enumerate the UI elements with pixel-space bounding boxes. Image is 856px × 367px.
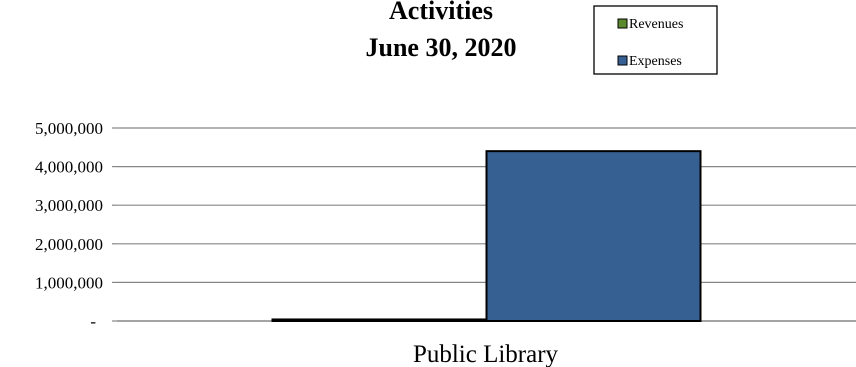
y-tick-label: 5,000,000 [35,119,103,138]
legend-label-revenues: Revenues [629,17,683,32]
y-tick-label: 2,000,000 [35,235,103,254]
y-tick-label: 1,000,000 [35,273,103,292]
y-tick-label: - [90,312,96,331]
chart-title-line-2: June 30, 2020 [366,33,517,62]
bar-revenues [271,318,488,322]
legend-label-expenses: Expenses [629,54,682,69]
bar-expenses [485,150,702,322]
y-tick-label: 4,000,000 [35,158,103,177]
legend-swatch-revenues [617,18,628,29]
legend-swatch-expenses [617,55,628,66]
y-tick-label: 3,000,000 [35,196,103,215]
x-category-label: Public Library [413,341,559,367]
chart-legend: Revenues Expenses [593,5,718,75]
chart-title: Activities June 30, 2020 [366,0,517,62]
chart-title-line-1: Activities [389,0,493,25]
gridlines [112,127,856,322]
y-axis-tick-labels: - 1,000,000 2,000,000 3,000,000 4,000,000 5,0… [35,119,103,331]
bars [271,150,702,322]
x-axis-category-labels: Public Library [413,341,559,367]
legend-box [593,5,718,75]
